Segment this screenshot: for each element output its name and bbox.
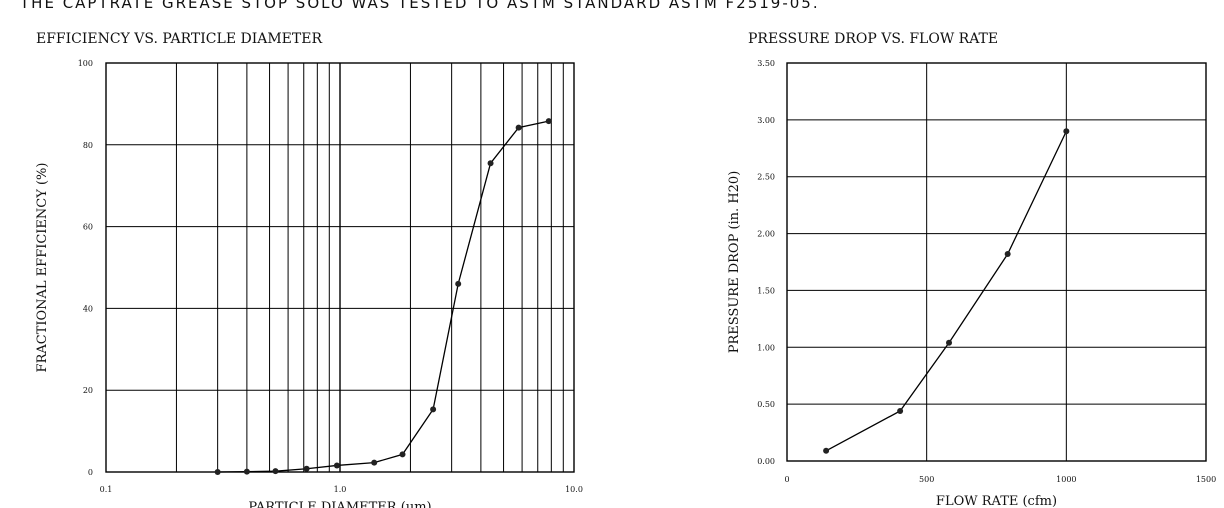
test-standard-caption: THE CAPTRATE GREASE STOP SOLO WAS TESTED… (20, 0, 820, 12)
x-tick-label: 500 (919, 475, 934, 484)
pressure-point (946, 339, 953, 346)
x-axis-label: FLOW RATE (cfm) (936, 494, 1057, 508)
x-tick-label: 1.0 (334, 485, 347, 494)
y-tick-label: 0.50 (757, 400, 775, 409)
y-tick-label: 3.50 (757, 59, 775, 68)
x-tick-label: 1500 (1196, 475, 1216, 484)
efficiency-point (333, 462, 340, 469)
pressure-line (825, 130, 1067, 452)
pressure-point (1063, 128, 1070, 135)
efficiency-line (217, 120, 549, 473)
efficiency-point (272, 468, 279, 475)
y-axis-label: PRESSURE DROP (in. H20) (727, 171, 742, 354)
y-tick-label: 2.50 (757, 173, 775, 182)
y-tick-label: 60 (83, 223, 93, 232)
x-tick-label: 1000 (1056, 475, 1076, 484)
efficiency-chart-title: EFFICIENCY VS. PARTICLE DIAMETER (36, 31, 323, 47)
efficiency-point (303, 465, 310, 472)
pressure-point (897, 407, 904, 414)
efficiency-point (430, 406, 437, 413)
y-tick-label: 1.00 (757, 343, 775, 352)
pressure-chart (786, 62, 1207, 462)
y-tick-label: 0.00 (757, 457, 775, 466)
plot-frame (786, 62, 1207, 462)
y-tick-label: 20 (83, 386, 93, 395)
y-tick-label: 3.00 (757, 116, 775, 125)
pressure-point (823, 447, 830, 454)
pressure-chart-title: PRESSURE DROP VS. FLOW RATE (748, 31, 999, 47)
plot-frame (105, 62, 575, 473)
y-tick-label: 0 (88, 468, 93, 477)
efficiency-point (371, 459, 378, 466)
y-tick-label: 40 (83, 304, 93, 313)
efficiency-point (515, 124, 522, 131)
x-tick-label: 0.1 (100, 485, 113, 494)
pressure-point (1004, 251, 1011, 258)
efficiency-point (455, 280, 462, 287)
efficiency-point (487, 160, 494, 167)
efficiency-point (214, 469, 221, 475)
x-tick-label: 0 (784, 475, 789, 484)
x-axis-label: PARTICLE DIAMETER (μm) (248, 500, 431, 508)
efficiency-point (399, 451, 406, 458)
efficiency-chart (105, 62, 575, 475)
y-tick-label: 1.50 (757, 286, 775, 295)
y-axis-label: FRACTIONAL EFFICIENCY (%) (35, 163, 50, 373)
y-tick-label: 2.00 (757, 230, 775, 239)
efficiency-point (243, 468, 250, 475)
efficiency-point (545, 118, 552, 125)
y-tick-label: 80 (83, 141, 93, 150)
y-tick-label: 100 (78, 59, 93, 68)
x-tick-label: 10.0 (565, 485, 583, 494)
